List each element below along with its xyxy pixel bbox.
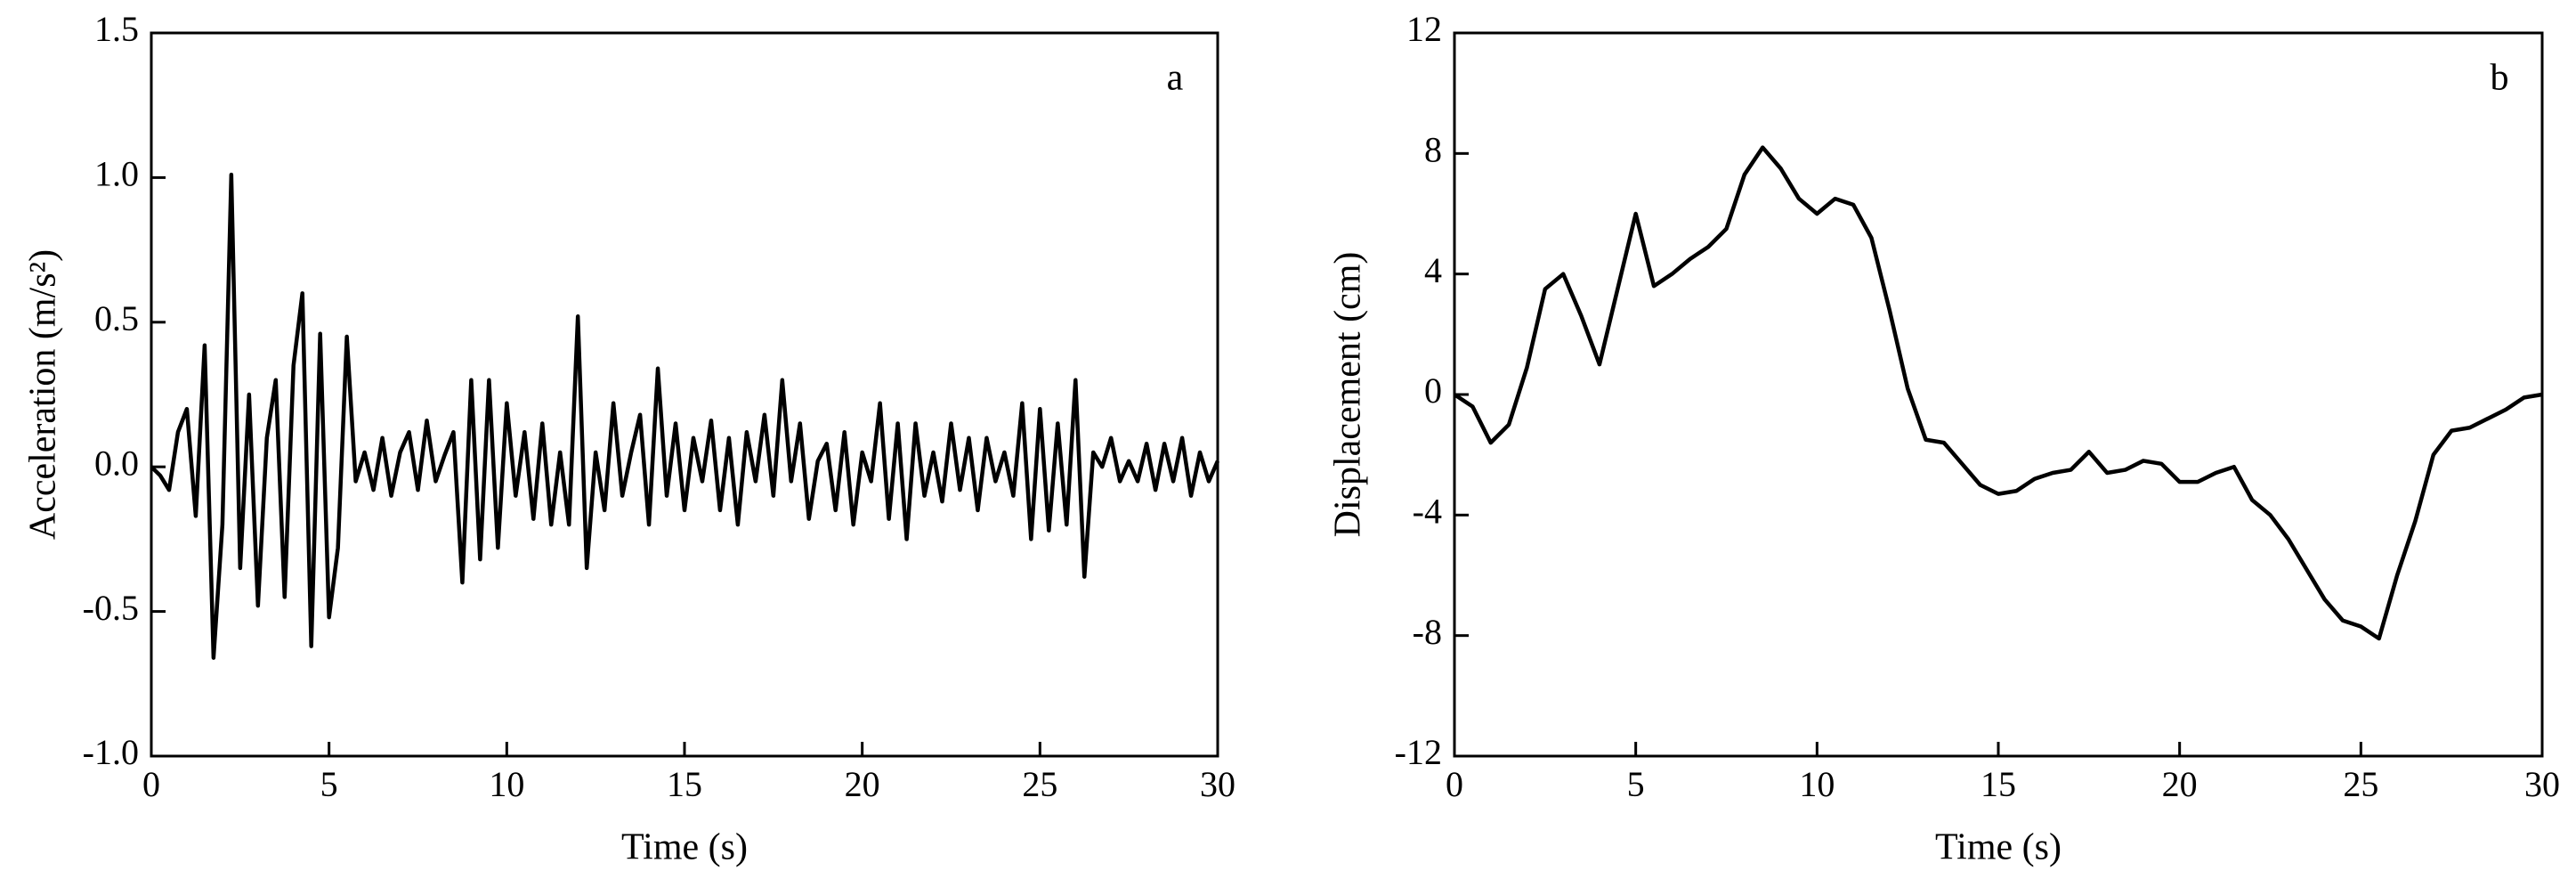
- x-tick-label: 10: [489, 764, 524, 804]
- y-tick-label: -12: [1395, 732, 1442, 772]
- x-tick-label: 15: [1981, 764, 2016, 804]
- x-axis-label: Time (s): [1935, 827, 2062, 868]
- y-tick-label: 0.0: [94, 443, 139, 483]
- x-tick-label: 20: [2162, 764, 2198, 804]
- y-tick-label: 1.0: [94, 154, 139, 194]
- y-tick-label: -8: [1413, 612, 1442, 652]
- x-tick-label: 20: [845, 764, 880, 804]
- x-tick-label: 5: [320, 764, 338, 804]
- x-tick-label: 25: [1022, 764, 1057, 804]
- y-tick-label: 12: [1406, 9, 1442, 49]
- x-axis-label: Time (s): [621, 827, 748, 868]
- y-axis-label: Acceleration (m/s²): [23, 249, 64, 540]
- x-tick-label: 15: [667, 764, 702, 804]
- x-tick-label: 0: [142, 764, 160, 804]
- y-tick-label: 0.5: [94, 298, 139, 338]
- y-tick-label: -4: [1413, 492, 1442, 532]
- y-tick-label: 4: [1424, 250, 1442, 290]
- y-tick-label: 0: [1424, 370, 1442, 411]
- x-tick-label: 30: [1200, 764, 1235, 804]
- x-tick-label: 5: [1627, 764, 1645, 804]
- x-tick-label: 0: [1446, 764, 1463, 804]
- panel-label: a: [1167, 58, 1184, 99]
- y-tick-label: -1.0: [83, 732, 139, 772]
- x-tick-label: 10: [1799, 764, 1835, 804]
- x-tick-label: 25: [2343, 764, 2378, 804]
- y-axis-label: Displacement (cm): [1328, 252, 1369, 538]
- y-tick-label: -0.5: [83, 588, 139, 628]
- y-tick-label: 8: [1424, 130, 1442, 170]
- data-line: [1453, 145, 2543, 641]
- y-tick-label: 1.5: [94, 9, 139, 49]
- panel-label: b: [2491, 58, 2509, 99]
- data-line: [150, 172, 1220, 660]
- plot-frame: [1453, 31, 2544, 758]
- x-tick-label: 30: [2524, 764, 2560, 804]
